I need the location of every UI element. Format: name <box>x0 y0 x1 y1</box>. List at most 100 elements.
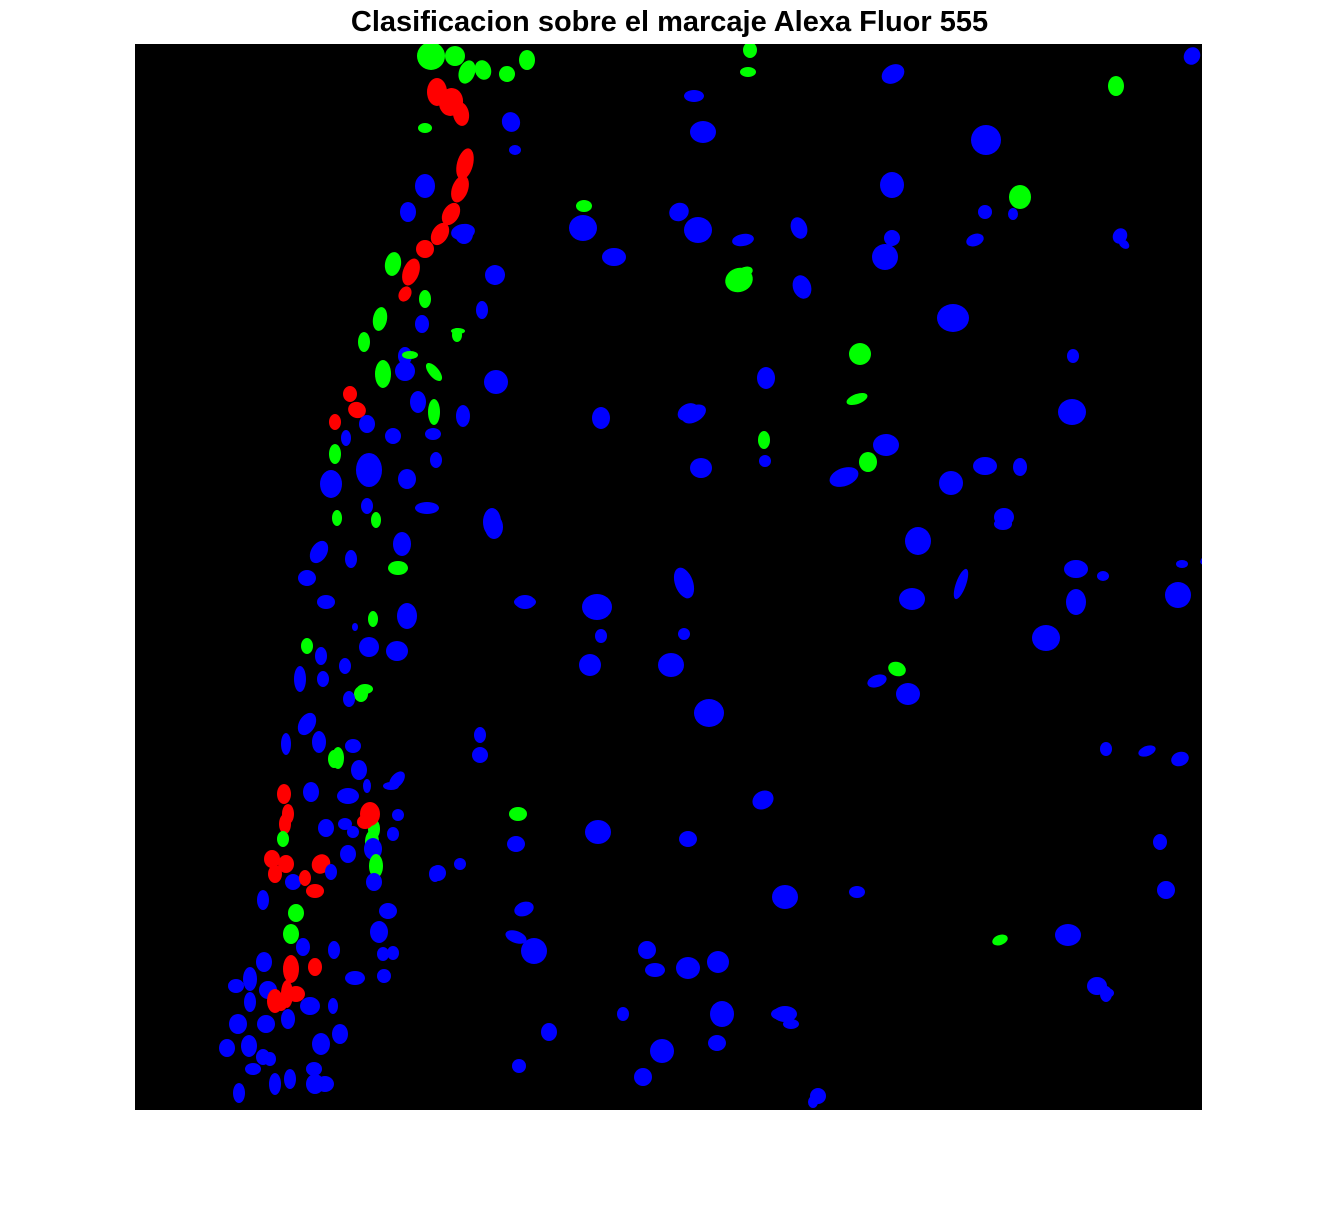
cell-blob <box>340 845 356 863</box>
cell-blob <box>673 567 695 599</box>
cell-blob <box>301 638 313 654</box>
cell-blob <box>395 361 415 381</box>
cell-blob <box>281 1009 295 1029</box>
cell-blob <box>296 938 310 956</box>
cell-blob <box>505 930 527 944</box>
cell-blob <box>484 370 508 394</box>
cell-blob <box>939 471 963 495</box>
cell-blob <box>398 286 412 302</box>
cell-blob <box>368 611 378 627</box>
cell-blob <box>284 1069 296 1089</box>
cell-blob <box>690 121 716 143</box>
cell-blob <box>592 407 610 429</box>
cell-blob <box>707 951 729 973</box>
cell-blob <box>474 60 492 80</box>
cell-blob <box>881 64 905 84</box>
cell-blob <box>308 958 322 976</box>
cell-blob <box>740 67 756 77</box>
cell-blob <box>328 750 340 768</box>
cell-blob <box>317 595 335 609</box>
cell-blob <box>582 594 612 620</box>
cell-blob <box>676 957 700 979</box>
cell-blob <box>773 1006 797 1022</box>
cell-blob <box>379 903 397 919</box>
cell-blob <box>519 50 535 70</box>
cell-blob <box>320 470 342 498</box>
cell-blob <box>1032 625 1060 651</box>
cell-blob <box>452 102 470 126</box>
cell-blob <box>352 623 358 631</box>
cell-blob <box>348 401 366 419</box>
cell-blob <box>361 498 373 514</box>
cell-blob <box>312 731 326 753</box>
cell-blob <box>283 955 299 983</box>
cell-blob <box>317 671 329 687</box>
cell-blob <box>357 684 373 694</box>
cell-blob <box>634 1068 652 1086</box>
cell-blob <box>417 44 445 70</box>
segmentation-image <box>135 44 1202 1110</box>
cell-blob <box>669 202 689 222</box>
cell-blob <box>388 561 408 575</box>
cell-blob <box>1009 185 1031 209</box>
cell-blob <box>1066 589 1086 615</box>
cell-blob <box>429 866 441 882</box>
cell-blob <box>684 90 704 102</box>
cell-blob <box>315 647 327 665</box>
cell-blob <box>849 886 865 898</box>
cell-blob <box>257 1015 275 1033</box>
cell-blob <box>299 870 311 886</box>
cell-blob <box>277 784 291 804</box>
cell-blob <box>347 826 359 838</box>
cell-blob <box>541 1023 557 1041</box>
cell-blob <box>679 831 697 847</box>
cell-blob <box>1008 208 1018 220</box>
cell-blob <box>343 386 357 402</box>
cell-blob <box>410 391 426 413</box>
cell-blob <box>402 258 420 286</box>
cell-blob <box>1013 458 1027 476</box>
cell-blob <box>772 885 798 909</box>
cell-blob <box>329 444 341 464</box>
cell-blob <box>419 290 431 308</box>
cell-blob <box>415 315 429 333</box>
cell-blob <box>512 1059 526 1073</box>
cell-blob <box>385 428 401 444</box>
cell-blob <box>359 637 379 657</box>
cell-blob <box>425 362 443 382</box>
cell-blob <box>356 453 382 487</box>
cell-blob <box>369 854 383 878</box>
cell-blob <box>257 890 269 910</box>
cell-blob <box>318 819 334 837</box>
cell-blob <box>425 428 441 440</box>
cell-blob <box>899 588 925 610</box>
cell-blob <box>288 904 304 922</box>
cell-blob <box>867 674 887 688</box>
cell-blob <box>277 831 289 847</box>
cell-blob <box>430 452 442 468</box>
cell-blob <box>393 532 411 556</box>
cell-blob <box>873 434 899 456</box>
cell-blob <box>300 997 320 1015</box>
cell-blob <box>1097 571 1109 581</box>
cell-blob <box>415 174 435 198</box>
cell-blob <box>386 641 408 661</box>
cell-blob <box>392 809 404 821</box>
cell-blob <box>758 431 770 449</box>
cell-blob <box>514 901 534 917</box>
cell-blob <box>1153 834 1167 850</box>
cell-blob <box>458 60 476 84</box>
cell-blob <box>366 873 382 891</box>
cell-blob <box>285 874 301 890</box>
cell-blob <box>278 855 294 873</box>
cell-blob <box>351 760 367 780</box>
cell-blob <box>501 112 521 132</box>
cell-blob <box>387 946 399 960</box>
cell-blob <box>737 266 753 278</box>
cell-blob <box>383 782 399 790</box>
cell-blob <box>370 921 388 943</box>
cell-blob <box>256 952 272 972</box>
cell-blob <box>880 172 904 198</box>
cell-blob <box>343 691 355 707</box>
cell-blob <box>759 455 771 467</box>
